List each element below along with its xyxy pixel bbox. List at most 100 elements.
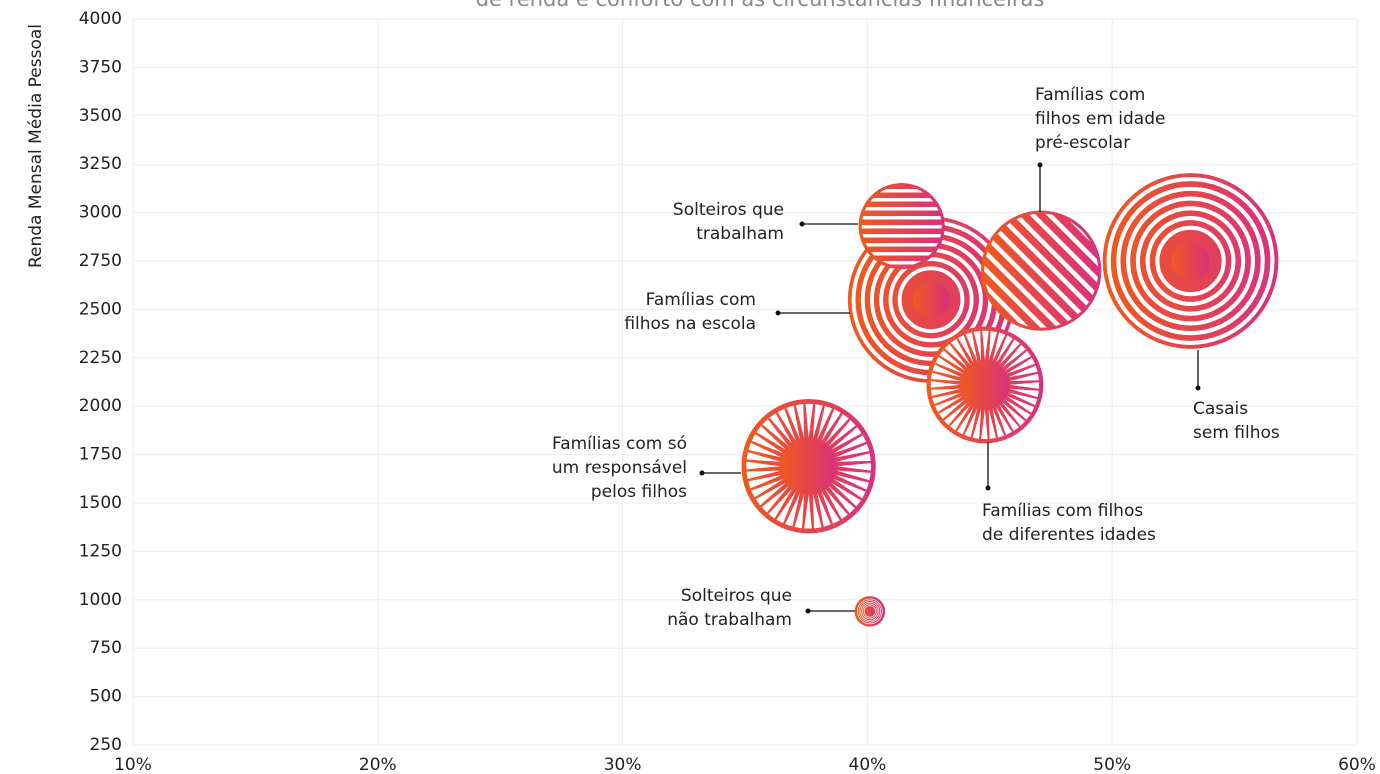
- bubble-label: um responsável: [552, 458, 687, 478]
- spoke: [1009, 373, 1039, 382]
- stripes: [861, 186, 942, 267]
- spoke: [776, 491, 796, 524]
- spoke: [939, 350, 966, 371]
- leader-dot: [805, 608, 811, 614]
- x-tick-label: 60%: [1338, 755, 1376, 774]
- x-tick-label: 40%: [849, 755, 887, 774]
- ring: [888, 257, 974, 343]
- spoke: [930, 381, 961, 388]
- spoke: [748, 442, 782, 458]
- spoke: [777, 408, 796, 442]
- spoke: [821, 491, 840, 524]
- y-axis-label: Renda Mensal Média Pessoal: [26, 24, 46, 268]
- bubble-label: Famílias com filhos: [982, 501, 1143, 521]
- spoke: [932, 392, 962, 405]
- spoke: [831, 427, 862, 450]
- spoke: [932, 364, 962, 378]
- spoke: [828, 419, 856, 447]
- leader-dot: [1195, 385, 1201, 391]
- spoke: [813, 404, 823, 439]
- ring: [1126, 196, 1255, 326]
- y-tick-label: 3000: [79, 203, 122, 223]
- y-tick-label: 2250: [79, 348, 122, 368]
- spoke: [785, 493, 800, 527]
- chart-title: de renda e conforto com as circunstância…: [476, 0, 1045, 11]
- ring: [1145, 216, 1236, 306]
- spoke: [992, 332, 1006, 362]
- core: [866, 608, 874, 615]
- bubble-label: Famílias com: [646, 290, 756, 310]
- ring: [1155, 225, 1226, 297]
- y-tick-label: 1000: [79, 590, 122, 610]
- bubble-label: trabalham: [696, 224, 784, 244]
- spoke: [930, 388, 961, 397]
- bubble-label: não trabalham: [667, 610, 792, 630]
- ring: [860, 601, 880, 621]
- bubble-group: [741, 399, 876, 534]
- y-tick-label: 1250: [79, 541, 122, 561]
- x-tick-label: 20%: [359, 755, 397, 774]
- spoke: [965, 332, 978, 362]
- bubble-label: filhos na escola: [624, 314, 756, 334]
- ring: [862, 603, 878, 620]
- leader-dot: [699, 470, 705, 476]
- ring: [863, 605, 876, 618]
- spoke: [1008, 365, 1038, 378]
- bubble-label: Famílias com: [1035, 85, 1145, 105]
- bubble-label: pelos filhos: [591, 482, 687, 502]
- spoke: [1004, 350, 1031, 371]
- spoke: [943, 402, 968, 426]
- bubble-label: Solteiros que: [681, 586, 792, 606]
- x-tick-label: 50%: [1093, 755, 1131, 774]
- bubble-pattern: [746, 403, 871, 529]
- y-tick-label: 4000: [79, 9, 122, 29]
- spoke: [805, 403, 814, 439]
- spoke: [755, 482, 786, 506]
- spoke: [751, 434, 784, 454]
- spoke: [1002, 344, 1026, 368]
- bubble-label: de diferentes idades: [982, 525, 1156, 545]
- spoke: [972, 409, 982, 439]
- bubble-outline: [1102, 173, 1279, 349]
- spoke: [1009, 388, 1039, 398]
- spoke: [935, 356, 964, 374]
- spoke: [981, 409, 988, 440]
- stripes: [984, 213, 1099, 328]
- bubble-outline: [858, 183, 945, 270]
- bubble-label: Solteiros que: [673, 200, 784, 220]
- spoke: [817, 493, 831, 527]
- spoke: [831, 482, 861, 507]
- bubble-group: [1102, 173, 1279, 349]
- y-tick-label: 250: [90, 735, 122, 755]
- spoke: [988, 330, 998, 361]
- spoke: [821, 409, 841, 442]
- leader-dot: [775, 310, 781, 316]
- spoke: [833, 435, 867, 454]
- bubble-outline: [926, 326, 1044, 444]
- bubble-pattern: [984, 213, 1099, 328]
- ring: [857, 598, 883, 625]
- y-tick-label: 2000: [79, 396, 122, 416]
- spoke: [964, 408, 978, 438]
- y-tick-label: 750: [90, 638, 122, 658]
- y-tick-label: 2500: [79, 299, 122, 319]
- grid: [132, 18, 1358, 746]
- spoke: [746, 470, 781, 480]
- spoke: [761, 486, 789, 513]
- y-tick-label: 2750: [79, 251, 122, 271]
- core: [780, 438, 837, 495]
- spoke: [1006, 357, 1035, 374]
- spoke: [1006, 396, 1035, 413]
- spoke: [973, 330, 982, 361]
- spoke: [751, 479, 784, 498]
- spoke: [836, 463, 871, 471]
- spoke: [982, 330, 989, 361]
- spoke: [1002, 402, 1026, 426]
- spoke: [786, 405, 800, 440]
- spoke: [999, 404, 1019, 431]
- spoke: [930, 372, 961, 382]
- spoke: [992, 408, 1005, 438]
- y-tick-label: 500: [90, 687, 122, 707]
- x-tick-label: 10%: [114, 755, 152, 774]
- spoke: [835, 443, 870, 458]
